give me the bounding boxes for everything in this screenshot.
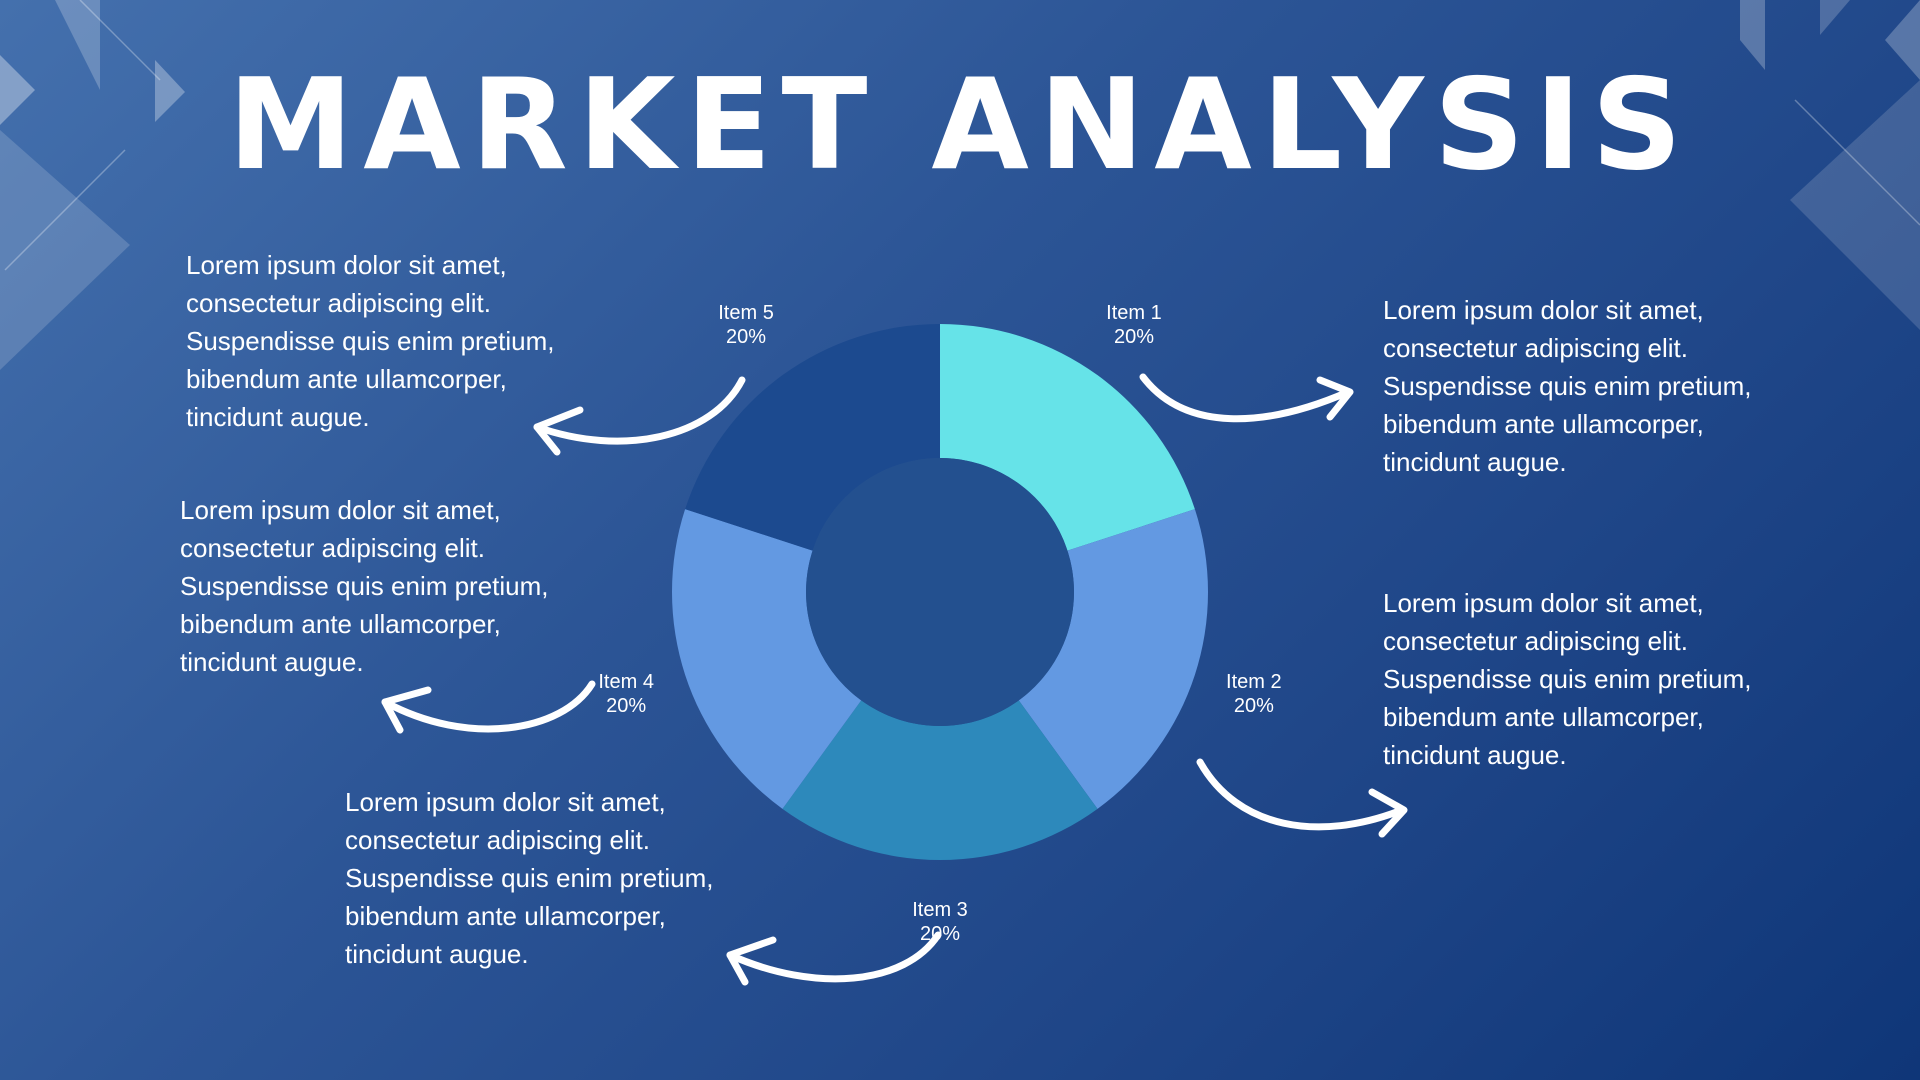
arrow-item-3 xyxy=(726,931,942,986)
note-item-3: Lorem ipsum dolor sit amet, consectetur … xyxy=(345,787,714,969)
slice-value-label: 20% xyxy=(1114,326,1154,348)
note-item-4: Lorem ipsum dolor sit amet, consectetur … xyxy=(180,495,549,677)
note-item-1: Lorem ipsum dolor sit amet, consectetur … xyxy=(1383,295,1752,477)
arrow-item-4 xyxy=(381,680,596,734)
slice-label: Item 3 xyxy=(912,899,968,921)
slice-item-1 xyxy=(940,324,1195,551)
slice-value-label: 20% xyxy=(1234,695,1274,717)
arrow-item-5 xyxy=(533,376,746,456)
slice-item-2 xyxy=(1018,509,1208,809)
slice-item-3 xyxy=(782,700,1098,860)
slice-value-label: 20% xyxy=(606,695,646,717)
slice-label: Item 5 xyxy=(718,302,774,324)
page-title: MARKET ANALYSIS xyxy=(227,51,1693,198)
slice-label: Item 4 xyxy=(598,671,654,693)
slice-item-4 xyxy=(672,509,862,809)
slice-label: Item 1 xyxy=(1106,302,1162,324)
arrow-item-2 xyxy=(1196,758,1408,838)
arrows xyxy=(381,373,1408,986)
note-item-2: Lorem ipsum dolor sit amet, consectetur … xyxy=(1383,588,1752,770)
slice-item-5 xyxy=(685,324,940,551)
donut-hole xyxy=(806,458,1074,726)
arrow-item-1 xyxy=(1139,373,1354,423)
slice-value-label: 20% xyxy=(726,326,766,348)
note-item-5: Lorem ipsum dolor sit amet, consectetur … xyxy=(186,250,555,432)
slice-label: Item 2 xyxy=(1226,671,1282,693)
